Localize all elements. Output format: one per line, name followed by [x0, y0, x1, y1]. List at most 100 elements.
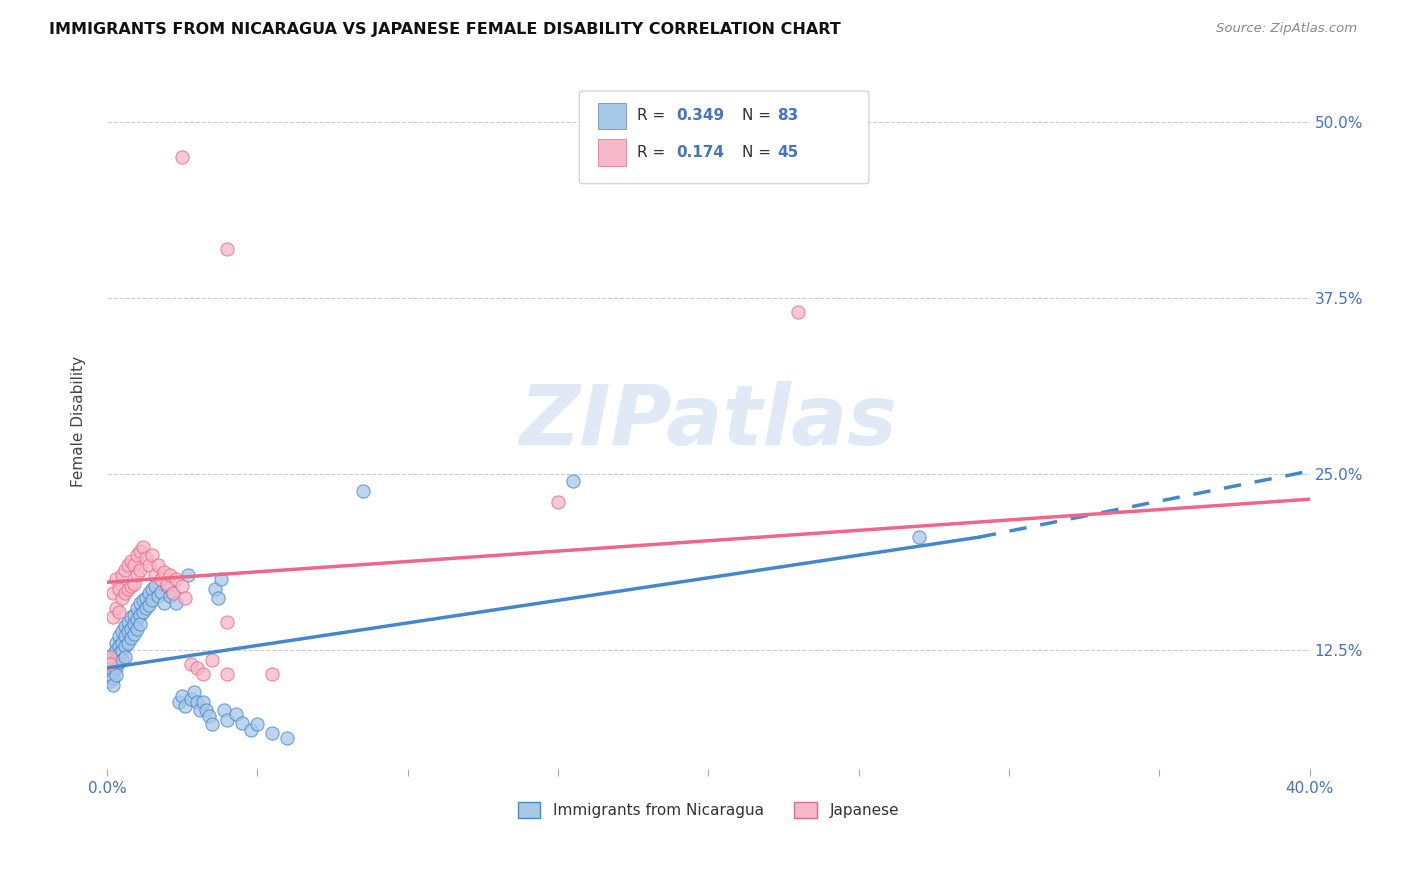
- Point: [143, 568, 166, 582]
- Point: [120, 632, 142, 646]
- Point: [174, 591, 197, 605]
- Point: [122, 627, 145, 641]
- Point: [262, 725, 284, 739]
- Point: [132, 605, 155, 619]
- Point: [111, 636, 134, 650]
- Point: [352, 483, 374, 498]
- Point: [198, 709, 221, 723]
- Point: [122, 607, 145, 622]
- Point: [165, 573, 187, 587]
- Point: [120, 610, 142, 624]
- Point: [180, 692, 202, 706]
- Point: [217, 615, 239, 629]
- Point: [122, 558, 145, 573]
- Point: [114, 649, 136, 664]
- Point: [120, 579, 142, 593]
- Point: [105, 642, 128, 657]
- Point: [105, 661, 128, 675]
- Point: [143, 579, 166, 593]
- Point: [111, 644, 134, 658]
- Point: [120, 554, 142, 568]
- Point: [153, 566, 176, 580]
- Point: [231, 715, 253, 730]
- Point: [148, 589, 170, 603]
- Text: 0.349: 0.349: [676, 109, 724, 123]
- Point: [114, 629, 136, 643]
- Point: [262, 666, 284, 681]
- Point: [108, 605, 131, 619]
- Point: [108, 582, 131, 597]
- Point: [217, 666, 239, 681]
- Point: [207, 591, 229, 605]
- Point: [127, 612, 149, 626]
- Point: [132, 593, 155, 607]
- Point: [117, 558, 139, 573]
- Point: [141, 593, 163, 607]
- Point: [108, 639, 131, 653]
- Point: [101, 678, 124, 692]
- Text: N =: N =: [742, 145, 776, 160]
- Point: [114, 563, 136, 577]
- Point: [225, 707, 247, 722]
- Point: [150, 573, 173, 587]
- Point: [122, 617, 145, 632]
- Point: [135, 600, 157, 615]
- Point: [114, 639, 136, 653]
- Point: [167, 695, 190, 709]
- Legend: Immigrants from Nicaragua, Japanese: Immigrants from Nicaragua, Japanese: [512, 797, 905, 824]
- Point: [547, 495, 569, 509]
- Point: [165, 596, 187, 610]
- Point: [111, 591, 134, 605]
- Point: [98, 649, 121, 664]
- Point: [105, 636, 128, 650]
- Point: [129, 607, 152, 622]
- Point: [101, 657, 124, 671]
- Point: [111, 624, 134, 639]
- Point: [108, 647, 131, 661]
- Point: [98, 673, 121, 688]
- Point: [193, 666, 215, 681]
- Point: [98, 659, 121, 673]
- Point: [101, 647, 124, 661]
- Point: [138, 558, 160, 573]
- Point: [201, 652, 224, 666]
- Point: [127, 600, 149, 615]
- Text: 45: 45: [778, 145, 799, 160]
- Point: [162, 586, 184, 600]
- Text: IMMIGRANTS FROM NICARAGUA VS JAPANESE FEMALE DISABILITY CORRELATION CHART: IMMIGRANTS FROM NICARAGUA VS JAPANESE FE…: [49, 22, 841, 37]
- Point: [108, 656, 131, 670]
- Point: [141, 549, 163, 563]
- Text: ZIPatlas: ZIPatlas: [519, 381, 897, 462]
- Point: [117, 636, 139, 650]
- Point: [127, 568, 149, 582]
- Point: [787, 305, 810, 319]
- Text: 83: 83: [778, 109, 799, 123]
- Point: [108, 629, 131, 643]
- Point: [177, 568, 200, 582]
- Point: [114, 619, 136, 633]
- Point: [195, 703, 218, 717]
- Point: [204, 582, 226, 597]
- Text: Source: ZipAtlas.com: Source: ZipAtlas.com: [1216, 22, 1357, 36]
- Point: [172, 150, 194, 164]
- Point: [129, 617, 152, 632]
- Point: [153, 596, 176, 610]
- Point: [122, 576, 145, 591]
- Point: [159, 589, 181, 603]
- Point: [101, 671, 124, 685]
- Point: [150, 585, 173, 599]
- Point: [138, 586, 160, 600]
- Point: [186, 695, 208, 709]
- Point: [201, 717, 224, 731]
- Text: R =: R =: [637, 145, 671, 160]
- Point: [217, 713, 239, 727]
- Point: [114, 586, 136, 600]
- Point: [148, 558, 170, 573]
- Point: [180, 657, 202, 671]
- Y-axis label: Female Disability: Female Disability: [72, 356, 86, 487]
- Point: [156, 576, 179, 591]
- Point: [127, 549, 149, 563]
- Point: [214, 703, 236, 717]
- Point: [117, 615, 139, 629]
- Point: [127, 622, 149, 636]
